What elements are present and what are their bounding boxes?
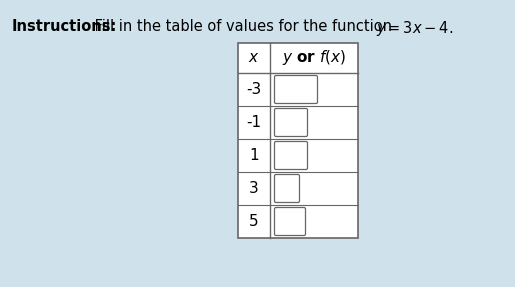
Text: 5: 5 [249, 214, 259, 229]
Text: -1: -1 [247, 115, 262, 130]
Bar [238, 43, 358, 238]
FancyBboxPatch shape [274, 75, 318, 104]
Text: -3: -3 [246, 82, 262, 97]
Text: 1: 1 [249, 148, 259, 163]
FancyBboxPatch shape [274, 208, 305, 236]
Text: $x$: $x$ [248, 51, 260, 65]
Text: $y = 3x - 4.$: $y = 3x - 4.$ [376, 18, 453, 38]
Text: 3: 3 [249, 181, 259, 196]
Text: $y$ $\mathbf{or}$ $f(x)$: $y$ $\mathbf{or}$ $f(x)$ [282, 48, 346, 67]
Text: Instructions:: Instructions: [12, 19, 117, 34]
Text: Fill in the table of values for the function: Fill in the table of values for the func… [90, 19, 397, 34]
FancyBboxPatch shape [274, 174, 300, 203]
FancyBboxPatch shape [274, 108, 307, 137]
FancyBboxPatch shape [274, 141, 307, 170]
